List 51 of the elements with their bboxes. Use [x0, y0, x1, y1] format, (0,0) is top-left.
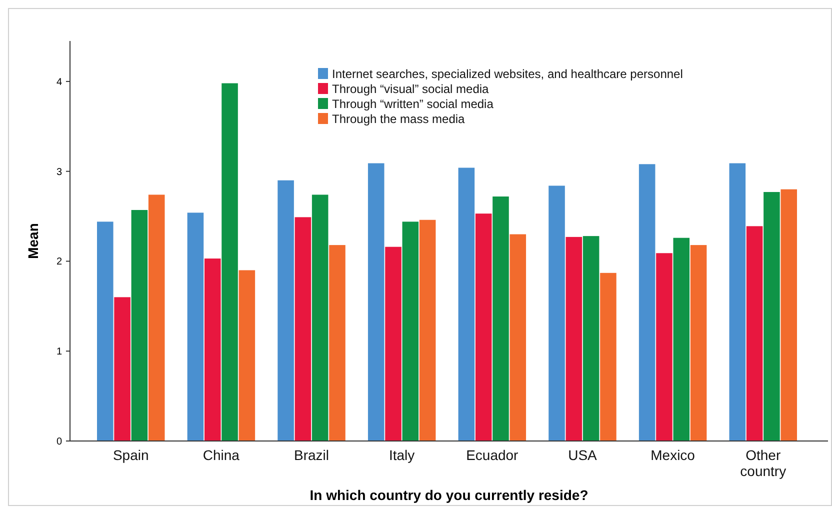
y-tick-label: 2	[56, 256, 62, 268]
bar	[294, 217, 312, 441]
bar	[638, 164, 656, 441]
bar	[582, 236, 600, 441]
bar	[673, 238, 690, 441]
bar	[780, 189, 797, 441]
x-tick-label: Spain	[112, 447, 149, 463]
bar	[510, 234, 526, 441]
bar	[746, 226, 763, 441]
x-tick-label: China	[202, 447, 240, 463]
bar	[419, 220, 436, 441]
bar	[278, 180, 294, 441]
bar	[187, 212, 204, 441]
bar	[148, 194, 165, 441]
bar	[222, 83, 238, 441]
bar	[329, 245, 346, 441]
bar	[402, 222, 419, 441]
x-tick-label: Ecuador	[466, 447, 519, 463]
x-tick-label: Brazil	[294, 447, 330, 463]
x-axis-title: In which country do you currently reside?	[310, 487, 588, 503]
x-tick-label: Italy	[388, 447, 415, 463]
y-axis-title: Mean	[25, 223, 41, 259]
bar	[131, 210, 148, 441]
x-tick-label: Other country	[740, 447, 786, 479]
legend-label: Internet searches, specialized websites, and healthcare personnel	[332, 67, 683, 82]
y-tick-label: 0	[56, 436, 62, 448]
x-tick-label: Mexico	[650, 447, 696, 463]
x-tick-label: USA	[568, 447, 598, 463]
bar	[312, 194, 328, 441]
bar	[548, 186, 565, 441]
bar	[492, 196, 509, 441]
bar	[238, 270, 256, 441]
bar	[690, 245, 707, 441]
bar	[729, 163, 746, 441]
bar	[600, 272, 616, 441]
bar	[97, 222, 114, 441]
bar	[368, 163, 384, 441]
bar	[204, 258, 221, 441]
bar	[656, 253, 672, 441]
legend-label: Through the mass media	[332, 112, 466, 126]
legend-label: Through “written” social media	[332, 97, 494, 112]
bar	[385, 246, 402, 441]
bar	[475, 214, 492, 441]
bar	[566, 236, 582, 441]
legend-label: Through “visual” social media	[332, 82, 490, 96]
y-tick-label: 1	[56, 346, 62, 358]
bar	[458, 168, 475, 441]
bar	[764, 192, 780, 441]
y-tick-label: 4	[56, 76, 62, 88]
bar	[114, 297, 130, 441]
y-tick-label: 3	[56, 166, 62, 178]
